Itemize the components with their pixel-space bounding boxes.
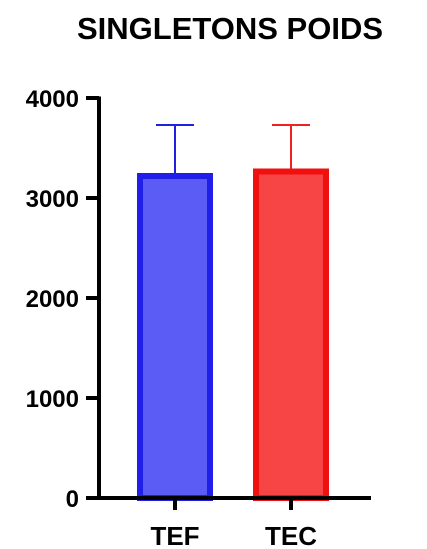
bar [253,168,329,501]
chart-title: SINGLETONS POIDS [77,11,383,46]
bar [137,173,213,501]
x-tick-label: TEC [265,521,317,549]
y-tick-label: 3000 [26,186,79,213]
y-tick-label: 4000 [26,86,79,113]
axes: 0 1000 2000 3000 4000 TEF TEC [26,86,371,549]
bars [137,124,329,501]
y-tick-label: 0 [66,486,79,513]
x-tick-label: TEF [150,521,199,549]
y-tick-label: 2000 [26,286,79,313]
y-tick-label: 1000 [26,386,79,413]
